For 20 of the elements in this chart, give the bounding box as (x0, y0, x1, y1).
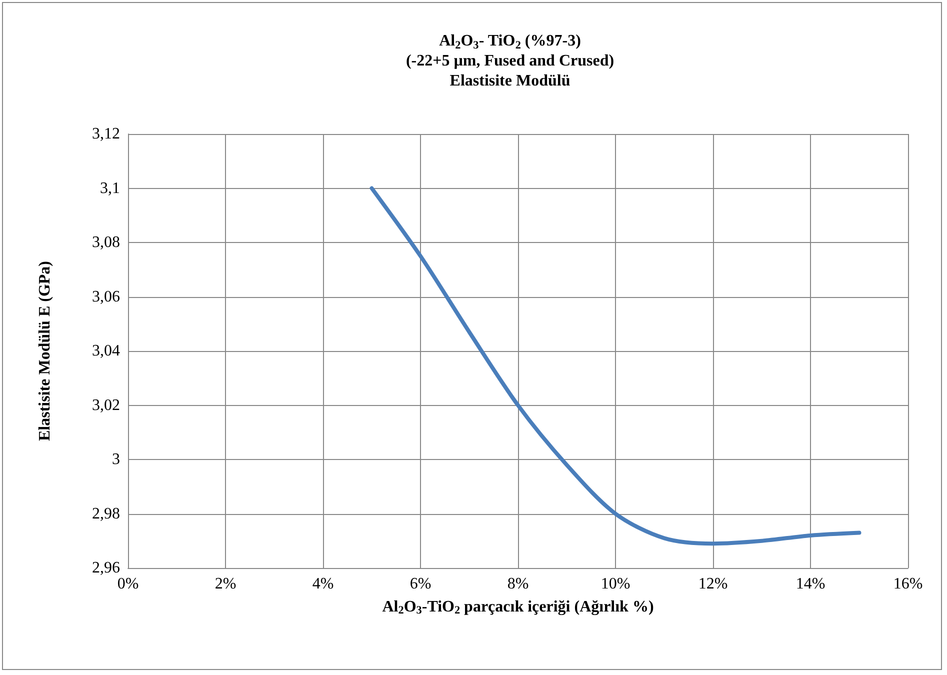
y-tick-label: 3,08 (92, 234, 120, 251)
x-tick-label: 0% (117, 576, 139, 592)
y-axis-title: Elastisite Modülü E (GPa) (36, 260, 54, 442)
y-tick-label: 3,04 (92, 342, 120, 360)
y-tick-label: 3,06 (92, 288, 120, 306)
y-tick-label: 3,02 (92, 396, 120, 414)
x-tick-label: 8% (507, 576, 529, 592)
y-tick-label: 2,98 (92, 505, 120, 522)
y-tick-label: 2,96 (92, 560, 120, 576)
x-tick-label: 12% (698, 576, 728, 592)
x-tick-label: 16% (893, 576, 923, 592)
y-tick-label: 3 (112, 451, 120, 468)
y-tick-label: 3,1 (100, 180, 120, 197)
x-tick-label: 6% (410, 576, 432, 592)
x-tick-label: 4% (312, 576, 334, 592)
x-tick-label: 10% (600, 576, 630, 592)
line-series (370, 186, 862, 546)
y-tick-label: 3,12 (92, 126, 120, 142)
x-tick-label: 14% (796, 576, 826, 592)
x-tick-label: 2% (214, 576, 236, 592)
